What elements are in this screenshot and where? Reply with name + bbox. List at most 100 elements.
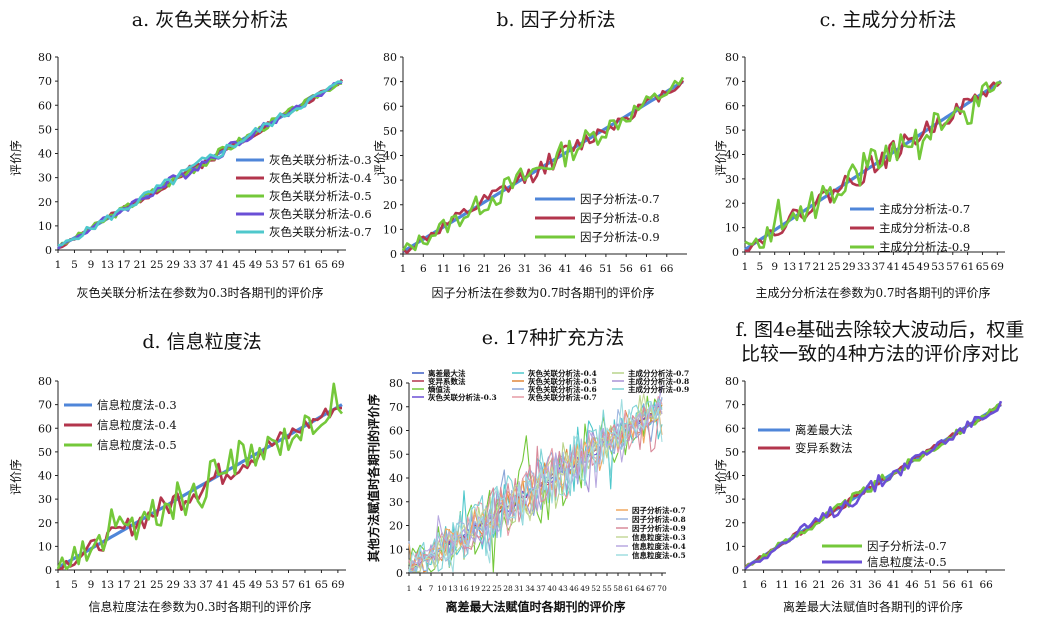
chart-title: d. 信息粒度法 xyxy=(142,331,261,353)
legend-label: 主成分分析法-0.8 xyxy=(628,376,689,386)
legend-label: 信息粒度法-0.4 xyxy=(97,418,177,432)
legend-label: 主成分分析法-0.8 xyxy=(879,221,970,235)
x-tick-label: 25 xyxy=(492,584,502,593)
x-tick-label: 9 xyxy=(771,261,778,273)
y-tick-label: 70 xyxy=(725,75,739,88)
x-tick-label: 13 xyxy=(101,259,114,271)
series-line xyxy=(401,76,685,252)
chart-d: d. 信息粒度法 0 10 20 30 40 50 60 70 80 1 5 9 13 17 21 25 29 33… xyxy=(8,331,346,614)
legend-label: 信息粒度法-0.4 xyxy=(632,541,686,551)
x-tick-label: 46 xyxy=(569,584,579,593)
x-tick-label: 21 xyxy=(477,263,490,275)
x-tick-label: 41 xyxy=(887,579,900,591)
y-tick-label: 50 xyxy=(383,125,397,138)
y-tick-label: 10 xyxy=(38,220,52,233)
x-tick-label: 67 xyxy=(646,584,656,593)
y-tick-label: 70 xyxy=(38,75,52,88)
legend-label: 信息粒度法-0.3 xyxy=(632,532,686,542)
y-tick-label: 10 xyxy=(38,540,52,553)
x-tick-label: 37 xyxy=(199,259,212,271)
x-tick-label: 51 xyxy=(924,579,937,591)
legend-label: 灰色关联分析法-0.3 xyxy=(269,153,372,167)
x-axis-label: 因子分析法在参数为0.7时各期刊的评价序 xyxy=(431,285,654,300)
x-tick-label: 70 xyxy=(657,584,667,593)
x-tick-label: 57 xyxy=(946,261,959,273)
legend-label: 因子分析法-0.9 xyxy=(632,523,686,533)
y-tick-label: 60 xyxy=(38,422,52,435)
chart-title: c. 主成分分析法 xyxy=(820,9,957,31)
x-tick-label: 21 xyxy=(134,259,147,271)
y-tick-label: 20 xyxy=(389,520,403,533)
legend-label: 灰色关联分析法-0.5 xyxy=(528,376,597,386)
x-tick-label: 22 xyxy=(481,584,491,593)
x-tick-label: 41 xyxy=(216,579,229,591)
chart-title: e. 17种扩充方法 xyxy=(482,327,625,349)
x-axis-label: 离差最大法赋值时各期刊的评价序 xyxy=(445,599,625,614)
y-tick-label: 0 xyxy=(45,564,52,577)
x-tick-label: 13 xyxy=(101,579,114,591)
y-tick-label: 10 xyxy=(389,543,403,556)
x-tick-label: 13 xyxy=(783,261,796,273)
series-line xyxy=(408,401,663,571)
y-tick-label: 50 xyxy=(725,124,739,137)
y-tick-label: 80 xyxy=(38,51,52,64)
y-tick-label: 20 xyxy=(725,517,739,530)
x-tick-label: 1 xyxy=(742,261,749,273)
y-tick-label: 80 xyxy=(725,375,739,388)
x-tick-label: 65 xyxy=(315,259,328,271)
x-tick-label: 57 xyxy=(282,579,295,591)
x-tick-label: 37 xyxy=(536,584,546,593)
x-tick-label: 6 xyxy=(420,263,427,275)
legend-label: 主成分分析法-0.7 xyxy=(628,368,689,378)
x-tick-label: 21 xyxy=(813,261,826,273)
x-tick-label: 45 xyxy=(232,579,245,591)
x-tick-label: 52 xyxy=(591,584,601,593)
x-tick-label: 46 xyxy=(905,579,919,591)
y-tick-label: 30 xyxy=(725,173,739,186)
x-tick-label: 25 xyxy=(827,261,840,273)
x-tick-label: 1 xyxy=(55,579,62,591)
x-tick-label: 53 xyxy=(265,579,278,591)
x-tick-label: 31 xyxy=(850,579,863,591)
x-tick-label: 37 xyxy=(872,261,885,273)
x-tick-label: 51 xyxy=(599,263,612,275)
x-tick-label: 64 xyxy=(635,584,645,593)
legend-label: 主成分分析法-0.9 xyxy=(879,240,970,254)
y-tick-label: 60 xyxy=(725,100,739,113)
legend-label: 因子分析法-0.7 xyxy=(867,539,947,553)
x-tick-label: 31 xyxy=(514,584,524,593)
x-tick-label: 28 xyxy=(503,584,513,593)
y-tick-label: 30 xyxy=(38,172,52,185)
x-tick-label: 46 xyxy=(579,263,593,275)
x-tick-label: 7 xyxy=(429,584,434,593)
x-tick-label: 53 xyxy=(265,259,278,271)
x-tick-label: 29 xyxy=(167,259,180,271)
legend-label: 灰色关联分析法-0.4 xyxy=(528,368,597,378)
x-tick-label: 16 xyxy=(457,263,471,275)
x-tick-label: 31 xyxy=(518,263,531,275)
x-tick-label: 29 xyxy=(842,261,855,273)
x-tick-label: 5 xyxy=(71,579,78,591)
x-tick-label: 6 xyxy=(760,579,767,591)
legend-label: 主成分分析法-0.7 xyxy=(879,202,970,216)
x-tick-label: 33 xyxy=(183,259,196,271)
x-tick-label: 69 xyxy=(991,261,1004,273)
x-tick-label: 49 xyxy=(580,584,590,593)
x-tick-label: 1 xyxy=(55,259,62,271)
chart-title-line: 比较一致的4种方法的评价序对比 xyxy=(741,343,1019,365)
y-tick-label: 0 xyxy=(732,564,739,577)
x-tick-label: 17 xyxy=(117,259,130,271)
y-tick-label: 40 xyxy=(38,470,52,483)
x-tick-label: 21 xyxy=(813,579,826,591)
chart-a: a. 灰色关联分析法 0 10 20 30 40 50 60 70 80 1 5 9 13 17 21 25 29… xyxy=(8,9,372,300)
x-tick-label: 61 xyxy=(961,579,974,591)
legend-label: 信息粒度法-0.5 xyxy=(97,438,177,452)
x-tick-label: 45 xyxy=(232,259,245,271)
legend-label: 信息粒度法-0.5 xyxy=(632,550,686,560)
y-tick-label: 70 xyxy=(389,401,403,414)
y-tick-label: 80 xyxy=(389,377,403,390)
y-tick-label: 80 xyxy=(38,375,52,388)
x-tick-label: 10 xyxy=(437,584,447,593)
y-tick-label: 60 xyxy=(38,99,52,112)
